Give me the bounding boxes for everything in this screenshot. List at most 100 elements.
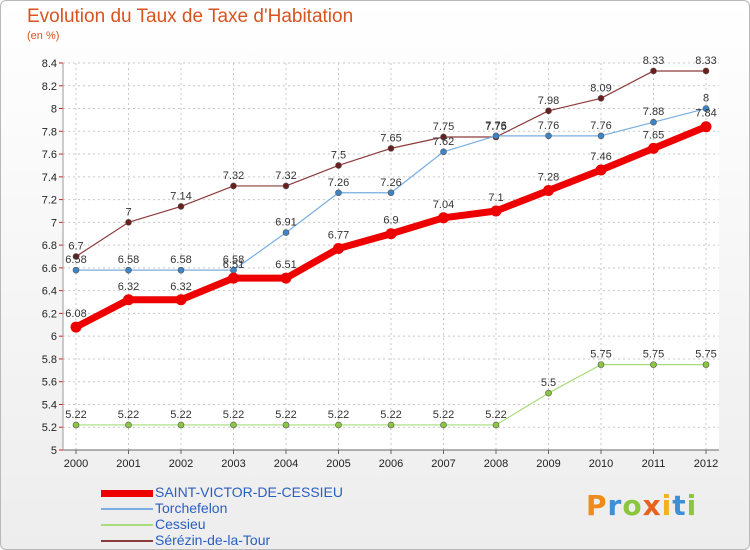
y-tick-label: 6.4 — [42, 286, 57, 298]
data-label: 6.32 — [118, 281, 139, 293]
data-label: 7.26 — [328, 177, 349, 189]
data-point — [438, 212, 449, 224]
brand-letter: i — [661, 489, 673, 522]
data-label: 7.62 — [433, 136, 454, 148]
x-tick-label: 2008 — [484, 458, 508, 470]
data-label: 7.28 — [538, 171, 559, 183]
y-tick-label: 8 — [51, 104, 57, 116]
data-point — [335, 162, 342, 169]
legend-swatch — [101, 489, 153, 497]
data-point — [70, 321, 82, 333]
x-tick-label: 2010 — [589, 458, 613, 470]
data-point — [123, 294, 134, 306]
data-point — [177, 266, 185, 274]
data-label: 5.75 — [695, 349, 716, 361]
data-point — [125, 219, 132, 226]
data-label: 6.77 — [328, 230, 349, 242]
data-label: 8 — [703, 93, 709, 105]
legend-swatch — [101, 508, 153, 510]
data-label: 7.76 — [485, 120, 506, 132]
x-tick-label: 2005 — [326, 458, 350, 470]
data-label: 5.22 — [118, 409, 139, 421]
x-tick-label: 2003 — [221, 458, 245, 470]
data-label: 6.51 — [223, 259, 244, 271]
brand-letter: x — [642, 489, 662, 522]
y-tick-label: 8.2 — [42, 81, 57, 93]
data-label: 6.58 — [170, 254, 191, 266]
data-label: 5.22 — [170, 409, 191, 421]
brand-letter: r — [607, 489, 623, 522]
data-label: 6.58 — [223, 254, 244, 266]
data-point — [177, 421, 185, 429]
y-tick-label: 5.4 — [42, 399, 57, 411]
data-point — [545, 389, 552, 397]
data-label: 6.32 — [170, 281, 191, 293]
legend-label: Torchefelon — [155, 500, 228, 516]
data-point — [650, 361, 657, 368]
data-label: 7.76 — [538, 120, 559, 132]
data-label: 8.33 — [643, 55, 664, 67]
data-label: 7.75 — [485, 121, 506, 133]
y-tick-label: 5.8 — [42, 354, 57, 366]
data-label: 7.04 — [433, 199, 454, 211]
data-point — [175, 294, 187, 306]
x-tick-label: 2011 — [642, 458, 666, 470]
data-point — [702, 361, 710, 368]
data-label: 7.14 — [170, 190, 191, 202]
brand-letter: o — [622, 489, 643, 522]
data-label: 6.9 — [383, 215, 398, 227]
data-point — [490, 205, 502, 217]
data-label: 7.32 — [275, 170, 296, 182]
y-tick-label: 5.6 — [42, 377, 57, 389]
x-tick-label: 2007 — [431, 458, 455, 470]
series-s-r-zin-de-la-tour — [72, 67, 710, 260]
data-point — [543, 184, 554, 196]
legend-label: SAINT-VICTOR-DE-CESSIEU — [155, 484, 343, 500]
data-label: 7.76 — [590, 120, 611, 132]
data-label: 8.09 — [590, 82, 611, 94]
data-label: 6.08 — [65, 308, 86, 320]
data-label: 5.75 — [643, 349, 664, 361]
data-point — [72, 266, 80, 274]
y-tick-label: 7.4 — [42, 172, 57, 184]
brand-letter: t — [672, 489, 687, 522]
data-point — [230, 182, 237, 190]
chart-unit: (en %) — [27, 30, 60, 42]
chart-title: Evolution du Taux de Taxe d'Habitation — [27, 6, 354, 27]
data-point — [335, 189, 342, 197]
data-point — [492, 132, 500, 140]
series-layer — [70, 67, 712, 429]
brand-logo: Proxiti — [586, 489, 697, 522]
x-tick-label: 2009 — [536, 458, 560, 470]
data-point — [650, 67, 657, 75]
legend-label: Sérézin-de-la-Tour — [155, 532, 271, 548]
legend-item: Sérézin-de-la-Tour — [101, 532, 431, 549]
data-point — [282, 182, 290, 190]
data-label: 5.22 — [275, 409, 296, 421]
data-label: 7.5 — [331, 149, 346, 161]
data-label: 5.22 — [380, 409, 401, 421]
x-tick-label: 2002 — [169, 458, 193, 470]
data-point — [597, 132, 605, 140]
data-label: 7 — [125, 206, 131, 218]
y-tick-label: 6.2 — [42, 308, 57, 320]
data-label: 7.88 — [643, 106, 664, 118]
data-point — [702, 105, 710, 112]
data-point — [387, 189, 395, 197]
data-label: 6.58 — [65, 254, 86, 266]
axes: 55.25.45.65.866.26.46.66.877.27.47.67.88… — [42, 58, 719, 470]
data-point — [387, 421, 395, 429]
x-tick-label: 2000 — [64, 458, 88, 470]
data-point — [385, 228, 397, 240]
x-tick-label: 2001 — [116, 458, 140, 470]
data-label: 8.33 — [695, 55, 716, 67]
series-cessieu — [72, 361, 710, 429]
legend-label: Cessieu — [155, 516, 206, 532]
data-point — [387, 145, 395, 152]
data-point — [440, 148, 447, 156]
x-tick-label: 2006 — [379, 458, 403, 470]
data-label: 6.58 — [118, 254, 139, 266]
data-point — [597, 94, 605, 102]
